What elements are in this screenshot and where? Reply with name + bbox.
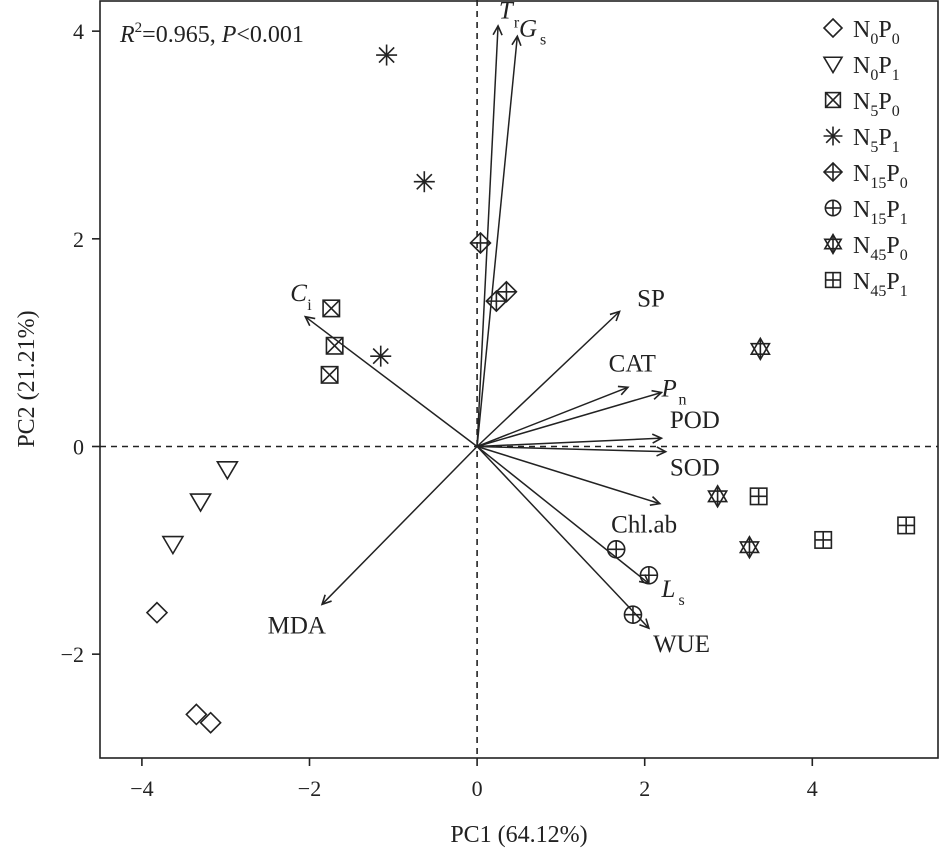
legend-item-N0P1: N0P1 [822,53,900,84]
legend-label-N45P0: N45P0 [853,233,908,264]
score-points [145,44,916,734]
legend-marker-N0P1 [822,56,844,75]
vector-POD [477,433,664,448]
legend-marker-N45P1 [824,271,842,289]
point-N0P0 [145,601,169,624]
vector-Chl.ab [476,445,662,507]
point-N5P1 [376,44,398,66]
legend-label-N0P1: N0P1 [853,53,900,84]
legend-marker-N45P0 [823,232,843,256]
vector-label-Ls: L [660,576,675,603]
point-N5P1 [370,345,392,367]
vector-SP [476,310,621,448]
y-tick-label: 4 [73,19,84,44]
point-N15P0 [469,231,492,255]
legend-item-N5P1: N5P1 [823,125,900,156]
vector-label-SOD: SOD [670,455,720,482]
y-axis-title: PC2 (21.21%) [14,310,40,447]
point-N45P0 [749,336,771,361]
legend-label-N15P1: N15P1 [853,197,908,228]
legend-label-N5P0: N5P0 [853,89,900,120]
stats-text: R2=0.965, P<0.001 [119,20,304,48]
point-N5P0 [325,336,344,355]
legend-item-N15P0: N15P0 [822,161,908,192]
vector-label-sub-Ls: s [678,592,684,609]
vector-CAT [476,385,630,448]
y-tick-label: 0 [73,434,84,459]
legend-label-N45P1: N45P1 [853,269,908,300]
vector-label-WUE: WUE [653,631,710,658]
point-N0P1 [161,535,185,556]
legend: N0P0 N0P1 N5P0 N5P1 N15P0 N15P1 N45P0 N45P1 [822,17,908,300]
vector-label-sub-Ci: i [307,297,312,314]
x-tick-label: 2 [639,776,650,801]
plot-frame [99,0,939,759]
x-tick-label: −4 [130,776,153,801]
vector-Gs [476,34,522,447]
legend-marker-N15P0 [822,161,844,183]
point-N15P1 [639,565,659,585]
point-N0P1 [215,461,239,481]
legend-label-N15P0: N15P0 [853,161,908,192]
vector-SOD [477,445,668,457]
x-tick-label: 4 [807,776,818,801]
vector-label-POD: POD [670,407,720,434]
x-tick-label: −2 [298,776,321,801]
vector-label-sub-Pn: n [678,392,686,409]
vector-label-Ci: C [290,280,307,307]
vector-label-MDA: MDA [268,612,326,639]
point-N0P1 [189,493,212,513]
y-tick-label: −2 [61,642,84,667]
vector-Ls [476,445,651,585]
stats-annotation: R2=0.965, P<0.001 [119,20,304,48]
vector-label-SP: SP [637,285,665,312]
vector-label-Pn: P [660,376,676,403]
point-N15P1 [606,539,626,559]
point-N0P0 [199,711,222,734]
point-N15P1 [623,605,643,625]
vector-label-sub-Gs: s [540,31,546,48]
point-N45P1 [814,530,833,549]
vector-WUE [476,445,651,630]
vector-Ci [303,315,478,448]
point-N45P1 [749,487,768,506]
vector-Tr [476,24,503,447]
legend-label-N0P0: N0P0 [853,17,900,48]
vector-label-Gs: G [519,15,537,42]
y-tick-label: 2 [73,227,84,252]
legend-item-N45P0: N45P0 [823,232,908,264]
x-axis-title: PC1 (64.12%) [450,822,587,848]
legend-item-N45P1: N45P1 [824,269,908,300]
vector-label-CAT: CAT [609,351,656,378]
legend-marker-N15P1 [824,199,842,217]
point-N5P0 [322,299,341,318]
vector-MDA [320,445,478,606]
x-tick-label: 0 [472,776,483,801]
zero-reference-lines [100,0,938,758]
vector-label-Tr: T [499,0,515,25]
point-N15P0 [495,280,518,303]
vector-Pn [476,389,664,448]
vector-label-sub-Tr: r [514,15,520,32]
legend-item-N0P0: N0P0 [822,17,900,48]
legend-marker-N5P1 [823,126,843,146]
legend-label-N5P1: N5P1 [853,125,900,156]
legend-item-N5P0: N5P0 [824,89,900,120]
legend-item-N15P1: N15P1 [824,197,908,228]
point-N45P0 [707,484,729,509]
vector-label-Chl.ab: Chl.ab [611,512,677,539]
point-N15P0 [485,289,508,313]
legend-marker-N5P0 [824,91,842,109]
point-N0P0 [185,703,208,726]
point-N45P1 [897,516,916,535]
legend-marker-N0P0 [822,17,844,39]
point-N5P0 [320,365,339,384]
point-N5P1 [413,171,435,193]
point-N45P0 [738,535,760,560]
axis-ticks: −4 −2 0 2 4 −2 0 2 4 [61,19,818,801]
